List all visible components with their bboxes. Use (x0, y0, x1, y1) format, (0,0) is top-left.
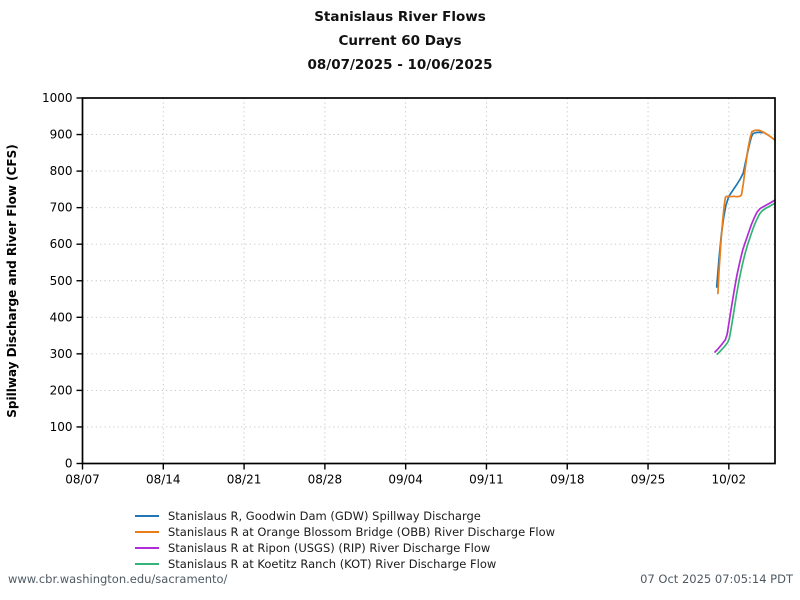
chart-title: Stanislaus River Flows (314, 9, 486, 25)
legend-label-obb: Stanislaus R at Orange Blossom Bridge (O… (168, 525, 556, 539)
legend-line-swatch-gdw (135, 515, 159, 517)
x-tick-label: 08/14 (146, 473, 181, 487)
chart-subtitle: Current 60 Days (338, 33, 462, 49)
plot-border (81, 97, 776, 465)
chart-title-block: Stanislaus River Flows Current 60 Days 0… (0, 5, 800, 77)
footer: www.cbr.washington.edu/sacramento/ 07 Oc… (0, 572, 800, 592)
legend-label-rip: Stanislaus R at Ripon (USGS) (RIP) River… (168, 541, 491, 555)
footer-timestamp: 07 Oct 2025 07:05:14 PDT (640, 572, 793, 586)
y-tick-label: 300 (50, 347, 73, 361)
legend-item-rip: Stanislaus R at Ripon (USGS) (RIP) River… (135, 540, 555, 556)
legend-item-kot: Stanislaus R at Koetitz Ranch (KOT) Rive… (135, 556, 555, 572)
x-tick-label: 09/04 (388, 473, 423, 487)
y-tick-label: 200 (50, 383, 73, 397)
legend-item-obb: Stanislaus R at Orange Blossom Bridge (O… (135, 524, 555, 540)
legend-label-gdw: Stanislaus R, Goodwin Dam (GDW) Spillway… (168, 509, 481, 523)
x-tick-label: 08/28 (308, 473, 343, 487)
series-line-1 (717, 129, 776, 295)
chart-date-range: 08/07/2025 - 10/06/2025 (307, 57, 493, 73)
x-tick-label: 09/25 (631, 473, 666, 487)
legend-label-kot: Stanislaus R at Koetitz Ranch (KOT) Rive… (168, 557, 497, 571)
x-tick-label: 09/18 (550, 473, 585, 487)
y-tick-label: 900 (50, 128, 73, 142)
legend-line-swatch-obb (135, 531, 159, 533)
y-tick-label: 700 (50, 201, 73, 215)
series-line-2 (714, 199, 776, 353)
x-tick-label: 08/07 (65, 473, 100, 487)
y-tick-label: 600 (50, 237, 73, 251)
x-tick-label: 09/11 (469, 473, 504, 487)
chart-legend: Stanislaus R, Goodwin Dam (GDW) Spillway… (135, 508, 555, 572)
y-tick-label: 0 (65, 457, 73, 471)
y-axis-label: Spillway Discharge and River Flow (CFS) (5, 144, 19, 417)
legend-line-swatch-rip (135, 547, 159, 549)
y-tick-label: 500 (50, 274, 73, 288)
y-tick-label: 1000 (42, 91, 73, 105)
y-tick-label: 100 (50, 420, 73, 434)
y-tick-label: 400 (50, 310, 73, 324)
series-line-3 (716, 202, 776, 356)
legend-item-gdw: Stanislaus R, Goodwin Dam (GDW) Spillway… (135, 508, 555, 524)
x-tick-label: 08/21 (227, 473, 262, 487)
footer-url: www.cbr.washington.edu/sacramento/ (8, 572, 228, 586)
x-tick-label: 10/02 (712, 473, 747, 487)
y-tick-label: 800 (50, 164, 73, 178)
legend-line-swatch-kot (135, 563, 159, 565)
